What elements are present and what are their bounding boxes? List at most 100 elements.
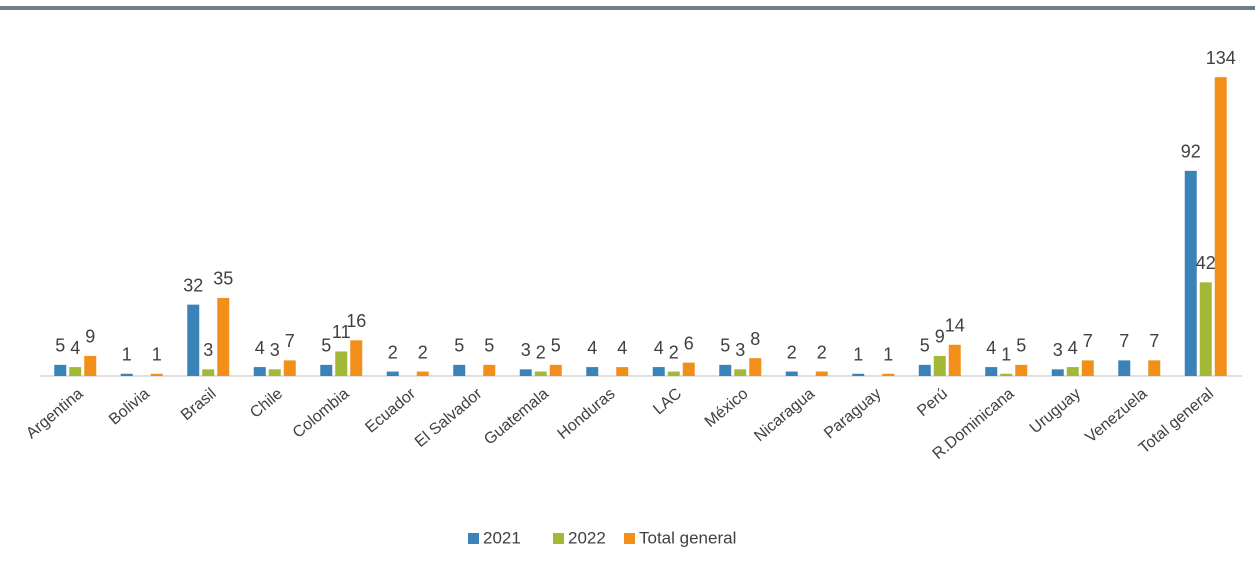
bar [1214, 77, 1227, 377]
bar [1148, 360, 1161, 376]
data-label: 4 [70, 338, 80, 358]
data-label: 42 [1196, 253, 1216, 273]
data-label: 4 [986, 338, 996, 358]
data-label: 2 [388, 342, 398, 362]
legend-label: 2021 [483, 528, 521, 547]
bar [734, 369, 747, 376]
x-tick-label: Uruguay [1027, 385, 1084, 437]
data-label: 9 [935, 327, 945, 347]
bar [933, 355, 946, 376]
data-label: 4 [654, 338, 664, 358]
bar [202, 369, 215, 376]
bar [985, 367, 998, 376]
bar [386, 371, 399, 376]
bar [335, 351, 348, 376]
bar [1184, 170, 1197, 376]
data-label: 11 [332, 322, 351, 342]
data-label: 9 [85, 327, 95, 347]
data-label: 16 [346, 311, 366, 331]
bar [749, 358, 762, 376]
x-tick-label: El Salvador [412, 385, 486, 451]
data-label: 3 [270, 340, 280, 360]
bar [187, 304, 200, 376]
legend-label: Total general [639, 528, 736, 547]
legend-swatch [624, 533, 635, 544]
data-label: 3 [735, 340, 745, 360]
data-label: 14 [945, 316, 965, 336]
legend-label: 2022 [568, 528, 606, 547]
data-label: 4 [617, 338, 627, 358]
data-label: 5 [920, 336, 930, 356]
data-label: 3 [521, 340, 531, 360]
x-tick-label: Argentina [23, 385, 86, 442]
bar [534, 371, 547, 376]
bar [918, 364, 931, 376]
data-label: 92 [1181, 142, 1201, 162]
x-tick-label: Colombia [290, 385, 353, 442]
bar [667, 371, 680, 376]
x-tick-label: Nicaragua [751, 385, 818, 445]
bar [150, 373, 163, 376]
data-label: 2 [787, 342, 797, 362]
legend-swatch [468, 533, 479, 544]
data-label: 2 [418, 342, 428, 362]
bar [1118, 360, 1131, 376]
data-label: 5 [720, 336, 730, 356]
bar [948, 344, 961, 376]
bar [268, 369, 281, 376]
data-label: 4 [255, 338, 265, 358]
x-tick-label: México [702, 385, 752, 431]
data-label: 1 [883, 345, 893, 365]
bar [1199, 282, 1212, 376]
bar [120, 373, 133, 376]
bar [84, 355, 97, 376]
x-tick-label: Guatemala [481, 385, 552, 448]
data-label: 2 [817, 342, 827, 362]
data-label: 2 [669, 342, 679, 362]
x-tick-label: Bolivia [106, 385, 153, 428]
data-label: 7 [1119, 331, 1129, 351]
bar [283, 360, 296, 376]
bar [852, 373, 865, 376]
data-label: 5 [55, 336, 65, 356]
data-label: 1 [152, 345, 162, 365]
data-label: 5 [551, 336, 561, 356]
bar [69, 367, 82, 376]
x-tick-label: Brasil [178, 385, 220, 424]
data-label: 7 [1149, 331, 1159, 351]
bar [652, 367, 665, 376]
bar [253, 367, 266, 376]
data-label: 5 [1016, 336, 1026, 356]
bar [453, 364, 466, 376]
bar [785, 371, 798, 376]
bar [1066, 367, 1079, 376]
x-tick-label: Ecuador [362, 385, 419, 437]
bar [616, 367, 629, 376]
data-label: 35 [213, 269, 233, 289]
bar [350, 340, 363, 376]
data-label: 3 [1053, 340, 1063, 360]
bar [483, 364, 496, 376]
bar [519, 369, 532, 376]
data-label: 8 [750, 329, 760, 349]
bar [217, 297, 230, 376]
data-label: 5 [484, 336, 494, 356]
x-tick-label: Perú [914, 385, 951, 420]
bar [1051, 369, 1064, 376]
data-label: 1 [122, 345, 132, 365]
x-tick-label: Paraguay [821, 385, 884, 442]
bar [549, 364, 562, 376]
bar [719, 364, 732, 376]
data-label: 7 [285, 331, 295, 351]
bar [815, 371, 828, 376]
data-label: 134 [1206, 48, 1236, 68]
data-label: 7 [1083, 331, 1093, 351]
x-tick-label: Chile [247, 385, 286, 422]
data-label: 2 [536, 342, 546, 362]
bar [586, 367, 599, 376]
bar [416, 371, 429, 376]
bar [320, 364, 333, 376]
bar [1015, 364, 1028, 376]
x-tick-label: Honduras [554, 385, 618, 443]
data-label: 1 [1001, 345, 1011, 365]
